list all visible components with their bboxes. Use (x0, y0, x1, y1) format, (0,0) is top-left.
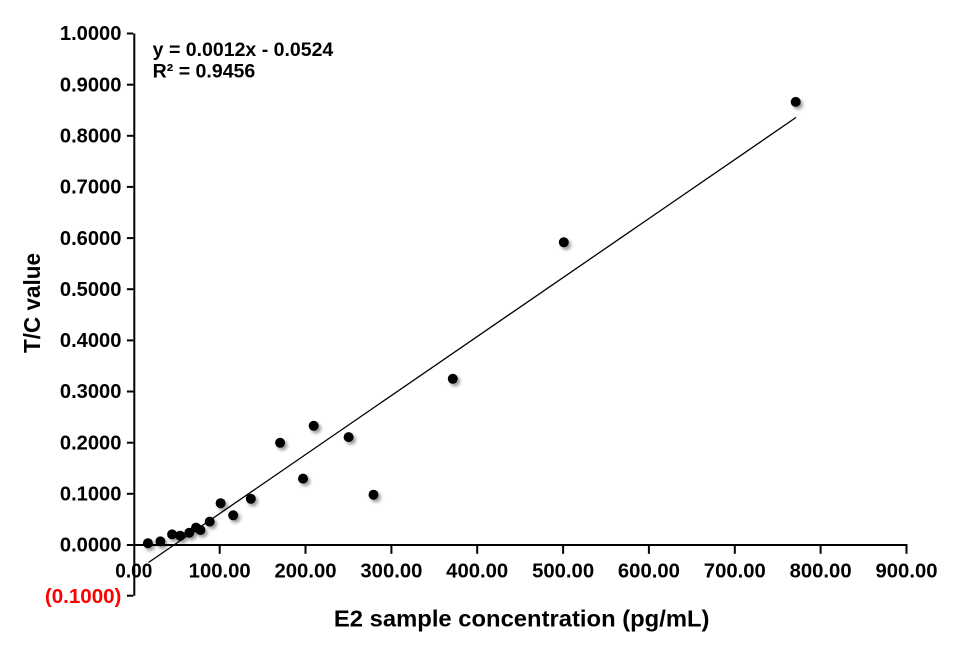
svg-text:R² = 0.9456: R² = 0.9456 (153, 61, 256, 82)
svg-text:0.0000: 0.0000 (60, 535, 122, 557)
svg-text:700.00: 700.00 (704, 560, 766, 582)
svg-text:100.00: 100.00 (189, 560, 251, 582)
svg-text:0.6000: 0.6000 (60, 228, 122, 250)
svg-text:0.5000: 0.5000 (60, 279, 122, 301)
svg-text:1.0000: 1.0000 (60, 23, 122, 45)
svg-text:500.00: 500.00 (532, 560, 594, 582)
svg-text:0.8000: 0.8000 (60, 126, 122, 148)
svg-text:T/C value: T/C value (19, 253, 45, 353)
svg-text:600.00: 600.00 (618, 560, 680, 582)
svg-text:0.3000: 0.3000 (60, 381, 122, 403)
svg-text:0.9000: 0.9000 (60, 74, 122, 96)
svg-text:0.7000: 0.7000 (60, 177, 122, 199)
svg-text:y = 0.0012x - 0.0524: y = 0.0012x - 0.0524 (153, 40, 334, 61)
svg-text:0.2000: 0.2000 (60, 432, 122, 454)
svg-text:0.4000: 0.4000 (60, 330, 122, 352)
svg-text:300.00: 300.00 (360, 560, 422, 582)
svg-text:400.00: 400.00 (446, 560, 508, 582)
svg-text:0.1000: 0.1000 (60, 484, 122, 506)
svg-text:(0.1000): (0.1000) (45, 586, 122, 608)
svg-text:900.00: 900.00 (876, 560, 938, 582)
svg-text:800.00: 800.00 (790, 560, 852, 582)
svg-text:E2 sample concentration (pg/m: E2 sample concentration (pg/mL) (334, 606, 710, 632)
svg-text:200.00: 200.00 (275, 560, 337, 582)
